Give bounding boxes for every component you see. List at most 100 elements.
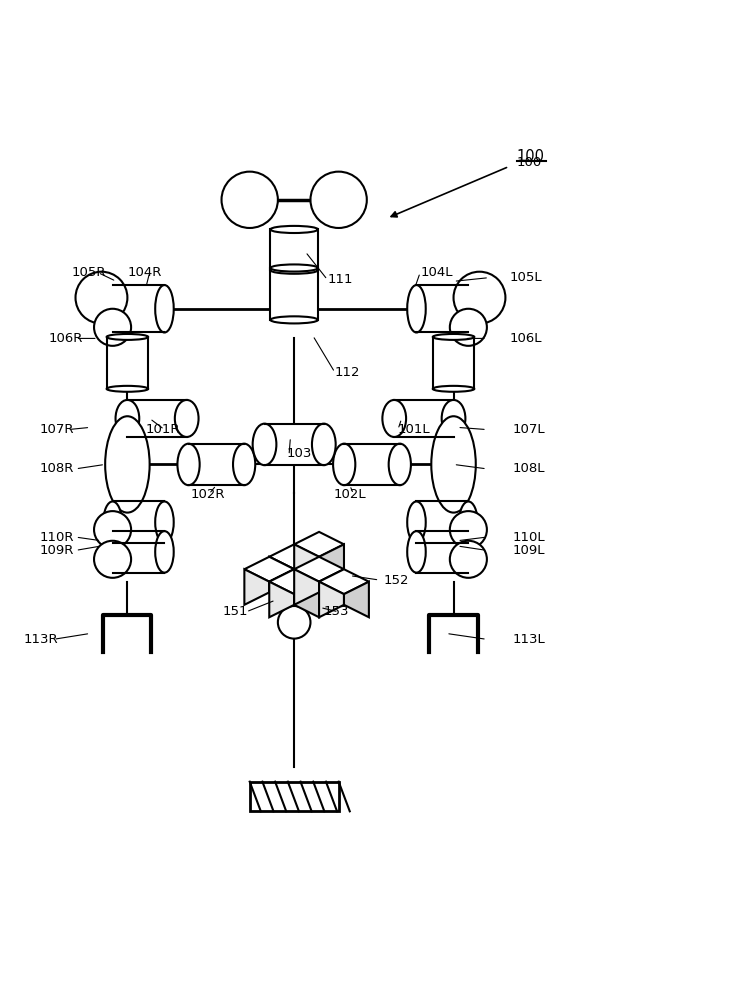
Polygon shape (269, 569, 294, 605)
Ellipse shape (312, 424, 336, 465)
Text: 100: 100 (516, 149, 545, 164)
Text: 104L: 104L (420, 266, 452, 279)
Text: 113R: 113R (24, 633, 58, 646)
Bar (271, 268, 318, 320)
Circle shape (94, 541, 131, 578)
Text: 106L: 106L (509, 332, 542, 345)
Bar (127, 400, 187, 437)
Ellipse shape (459, 501, 478, 543)
Ellipse shape (103, 531, 122, 573)
Text: 102R: 102R (190, 488, 225, 501)
Ellipse shape (382, 400, 406, 437)
Polygon shape (294, 557, 344, 582)
Polygon shape (344, 582, 369, 617)
Ellipse shape (177, 444, 199, 485)
Text: 105R: 105R (72, 266, 106, 279)
Text: 113L: 113L (513, 633, 545, 646)
Ellipse shape (103, 501, 122, 543)
Ellipse shape (407, 285, 426, 332)
Polygon shape (319, 569, 369, 594)
Bar (394, 400, 454, 437)
Polygon shape (294, 557, 319, 592)
Ellipse shape (106, 334, 148, 340)
Ellipse shape (115, 400, 139, 437)
Ellipse shape (271, 226, 318, 233)
Text: 107R: 107R (40, 423, 74, 436)
Ellipse shape (271, 264, 318, 272)
Text: 110R: 110R (40, 531, 74, 544)
Ellipse shape (433, 386, 474, 392)
Polygon shape (269, 582, 294, 617)
Ellipse shape (106, 386, 148, 392)
Circle shape (454, 272, 505, 324)
Polygon shape (244, 569, 269, 605)
Circle shape (450, 541, 487, 578)
Ellipse shape (459, 285, 478, 332)
Text: 102L: 102L (333, 488, 366, 501)
Ellipse shape (442, 400, 466, 437)
Ellipse shape (407, 501, 426, 543)
Ellipse shape (407, 531, 426, 573)
Ellipse shape (271, 316, 318, 323)
Ellipse shape (271, 267, 318, 274)
Polygon shape (319, 569, 344, 605)
Text: 100: 100 (516, 156, 542, 169)
Bar (344, 444, 400, 485)
Text: 107L: 107L (513, 423, 545, 436)
Bar (106, 337, 148, 389)
Ellipse shape (333, 444, 356, 485)
Text: 111: 111 (327, 273, 353, 286)
Circle shape (310, 172, 367, 228)
Text: 151: 151 (222, 605, 248, 618)
Ellipse shape (253, 424, 276, 465)
Ellipse shape (155, 285, 173, 332)
Text: 109R: 109R (40, 544, 74, 557)
Bar (188, 444, 244, 485)
Circle shape (450, 309, 487, 346)
Text: 105L: 105L (509, 271, 542, 284)
Polygon shape (294, 582, 319, 617)
Circle shape (75, 272, 127, 324)
Circle shape (94, 309, 131, 346)
Text: 110L: 110L (513, 531, 545, 544)
Circle shape (450, 511, 487, 548)
Ellipse shape (433, 334, 474, 340)
Polygon shape (294, 569, 319, 605)
Text: 153: 153 (324, 605, 350, 618)
Ellipse shape (105, 416, 150, 513)
Text: 108R: 108R (40, 462, 74, 475)
Text: 104R: 104R (127, 266, 161, 279)
Polygon shape (294, 544, 319, 580)
Text: 112: 112 (335, 366, 360, 379)
Bar (433, 337, 474, 389)
Bar (417, 285, 469, 332)
Text: 109L: 109L (513, 544, 545, 557)
Bar (112, 531, 164, 573)
Circle shape (222, 172, 278, 228)
Ellipse shape (388, 444, 411, 485)
Ellipse shape (233, 444, 255, 485)
Text: 101R: 101R (146, 423, 181, 436)
Bar (271, 229, 318, 270)
Polygon shape (269, 569, 319, 594)
Polygon shape (294, 532, 344, 557)
Circle shape (94, 511, 131, 548)
Polygon shape (269, 544, 319, 569)
Circle shape (278, 606, 310, 639)
Ellipse shape (459, 531, 478, 573)
Ellipse shape (175, 400, 199, 437)
Polygon shape (319, 582, 344, 617)
Bar (417, 531, 469, 573)
Bar (265, 424, 324, 465)
Bar (417, 501, 469, 543)
Text: 106R: 106R (48, 332, 83, 345)
Ellipse shape (432, 416, 475, 513)
Text: 152: 152 (383, 574, 408, 587)
Text: 101L: 101L (398, 423, 431, 436)
Polygon shape (244, 557, 294, 582)
Text: 108L: 108L (513, 462, 545, 475)
Bar (112, 501, 164, 543)
Ellipse shape (103, 285, 122, 332)
Ellipse shape (155, 531, 173, 573)
Polygon shape (319, 544, 344, 580)
